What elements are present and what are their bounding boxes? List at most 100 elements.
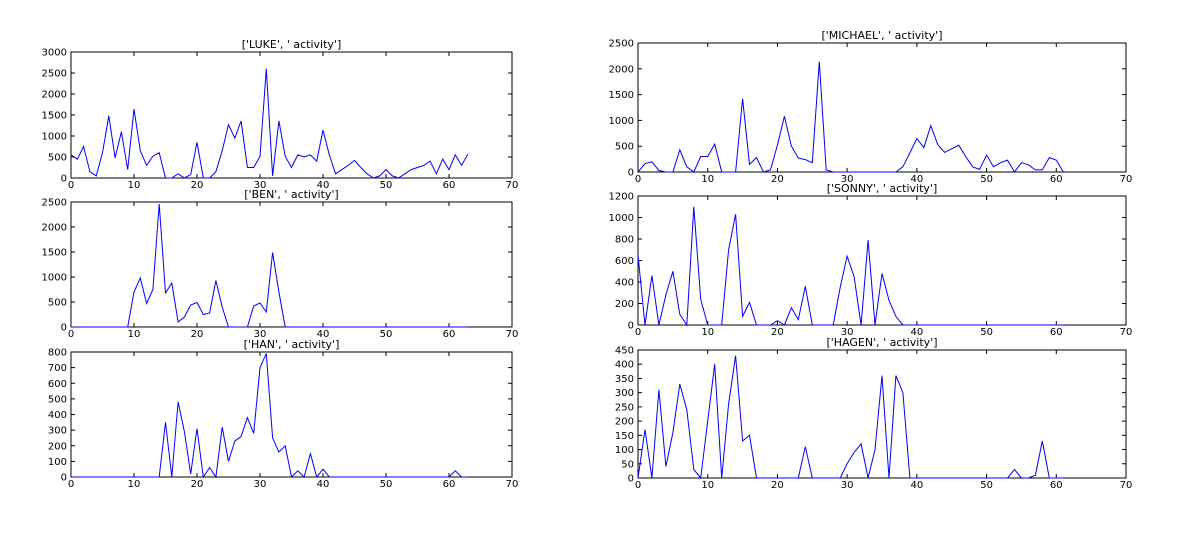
y-tick-label: 1500 xyxy=(42,111,67,122)
data-point xyxy=(367,476,368,477)
data-point xyxy=(1042,169,1043,170)
data-point xyxy=(430,161,431,162)
data-point xyxy=(770,324,771,325)
data-point xyxy=(392,175,393,176)
data-point xyxy=(379,326,380,327)
data-point xyxy=(742,98,743,99)
y-tick-label: 0 xyxy=(61,323,67,334)
data-point xyxy=(930,324,931,325)
data-point xyxy=(1042,324,1043,325)
data-point xyxy=(909,152,910,153)
data-point xyxy=(965,324,966,325)
y-tick-label: 3000 xyxy=(42,48,67,59)
data-point xyxy=(291,167,292,168)
data-point xyxy=(868,240,869,241)
data-point xyxy=(665,294,666,295)
data-point xyxy=(467,476,468,477)
data-point xyxy=(253,433,254,434)
data-point xyxy=(348,326,349,327)
data-point xyxy=(108,115,109,116)
y-tick-label: 800 xyxy=(48,348,67,359)
data-point xyxy=(127,476,128,477)
y-tick-label: 200 xyxy=(615,417,634,428)
data-point xyxy=(392,476,393,477)
data-point xyxy=(1049,157,1050,158)
data-point xyxy=(644,429,645,430)
data-point xyxy=(184,316,185,317)
x-tick-label: 60 xyxy=(443,329,456,340)
data-point xyxy=(430,476,431,477)
data-point xyxy=(805,286,806,287)
data-point xyxy=(1056,477,1057,478)
data-point xyxy=(222,426,223,427)
data-point xyxy=(784,477,785,478)
data-point xyxy=(335,476,336,477)
data-point xyxy=(121,131,122,132)
data-point xyxy=(423,165,424,166)
x-tick-label: 10 xyxy=(128,329,141,340)
data-point xyxy=(215,171,216,172)
data-point xyxy=(665,171,666,172)
y-tick-label: 600 xyxy=(48,379,67,390)
data-point xyxy=(854,171,855,172)
data-point xyxy=(1007,160,1008,161)
data-point xyxy=(146,165,147,166)
data-point xyxy=(404,476,405,477)
y-tick-label: 200 xyxy=(48,441,67,452)
data-point xyxy=(77,476,78,477)
data-point xyxy=(341,169,342,170)
data-point xyxy=(679,149,680,150)
data-point xyxy=(979,169,980,170)
y-tick-label: 700 xyxy=(48,363,67,374)
x-tick-label: 0 xyxy=(635,480,641,491)
x-tick-label: 60 xyxy=(443,180,456,191)
data-point xyxy=(1000,324,1001,325)
data-point xyxy=(1056,160,1057,161)
subplot-han: ['HAN', ' activity'] 0 10 20 30 40 50 60 700100… xyxy=(48,338,518,490)
y-tick-label: 2500 xyxy=(42,69,67,80)
data-point xyxy=(833,477,834,478)
data-point xyxy=(847,256,848,257)
data-point xyxy=(826,324,827,325)
data-point xyxy=(266,353,267,354)
x-tick-label: 0 xyxy=(68,479,74,490)
data-point xyxy=(304,156,305,157)
series-line xyxy=(71,353,468,479)
y-tick-label: 0 xyxy=(61,473,67,484)
x-tick-label: 50 xyxy=(980,174,993,185)
data-point xyxy=(83,476,84,477)
data-point xyxy=(937,144,938,145)
data-point xyxy=(979,477,980,478)
data-point xyxy=(108,476,109,477)
data-point xyxy=(115,326,116,327)
subplot-sonny: ['SONNY', ' activity'] 0 10 20 30 40 50 60 70 0 2… xyxy=(609,182,1133,338)
data-point xyxy=(1028,324,1029,325)
data-point xyxy=(102,152,103,153)
data-point xyxy=(881,273,882,274)
data-point xyxy=(461,165,462,166)
y-tick-label: 50 xyxy=(621,459,634,470)
data-point xyxy=(304,326,305,327)
data-point xyxy=(322,130,323,131)
data-point xyxy=(241,326,242,327)
data-point xyxy=(322,469,323,470)
data-point xyxy=(259,302,260,303)
data-point xyxy=(791,146,792,147)
data-point xyxy=(951,148,952,149)
data-point xyxy=(714,324,715,325)
data-point xyxy=(951,324,952,325)
data-point xyxy=(707,156,708,157)
data-point xyxy=(812,477,813,478)
data-point xyxy=(455,326,456,327)
data-point xyxy=(127,326,128,327)
data-point xyxy=(335,173,336,174)
data-point xyxy=(714,364,715,365)
data-point xyxy=(986,477,987,478)
data-point xyxy=(83,326,84,327)
data-point xyxy=(847,463,848,464)
y-tick-label: 1000 xyxy=(42,132,67,143)
data-point xyxy=(833,171,834,172)
data-point xyxy=(423,326,424,327)
data-point xyxy=(215,280,216,281)
data-point xyxy=(77,326,78,327)
